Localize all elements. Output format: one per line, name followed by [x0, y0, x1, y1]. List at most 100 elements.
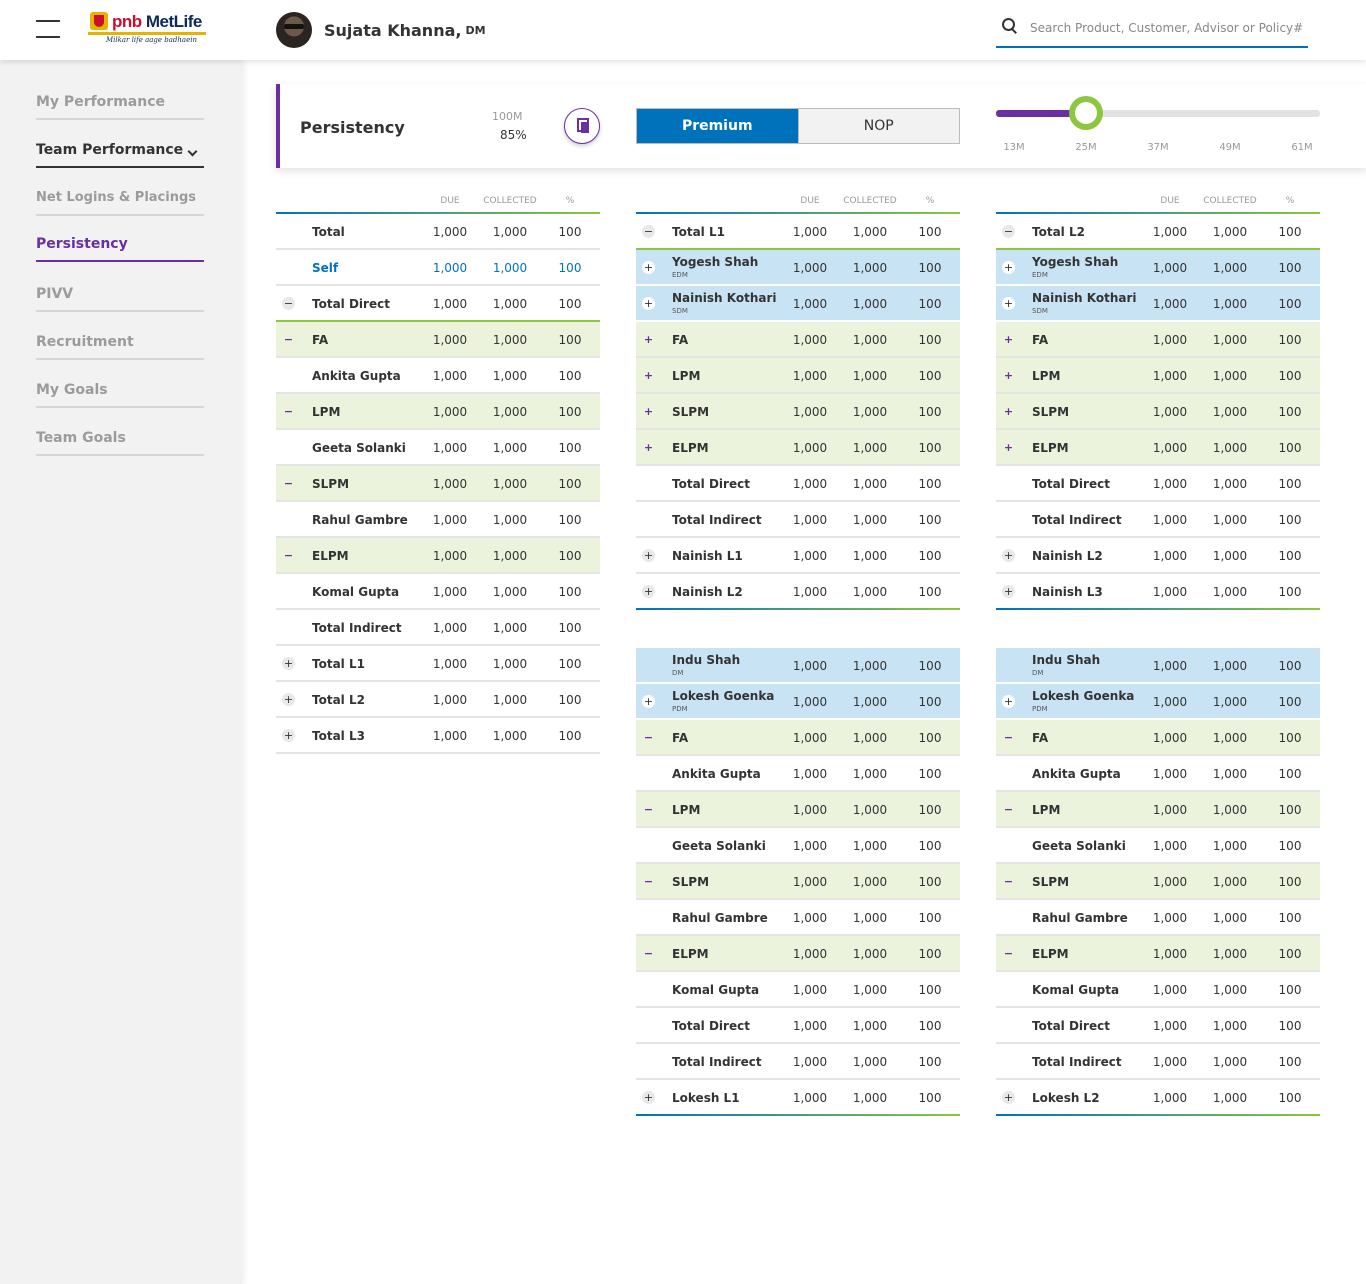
expand-icon[interactable]: +	[642, 549, 655, 562]
expand-icon[interactable]: +	[642, 297, 655, 310]
table-row[interactable]: − SLPM 1,000 1,000 100	[636, 864, 960, 900]
collapse-icon[interactable]: −	[643, 947, 654, 960]
table-row[interactable]: − SLPM 1,000 1,000 100	[996, 864, 1320, 900]
expand-icon[interactable]: +	[1003, 333, 1014, 346]
column-header-due[interactable]: DUE	[440, 196, 460, 206]
search-icon[interactable]	[1002, 18, 1016, 32]
table-row[interactable]: − LPM 1,000 1,000 100	[996, 792, 1320, 828]
table-row[interactable]: Geeta Solanki 1,000 1,000 100	[276, 430, 600, 466]
table-row[interactable]: + ELPM 1,000 1,000 100	[996, 430, 1320, 466]
expand-icon[interactable]: +	[1003, 441, 1014, 454]
column-header-col[interactable]: COLLECTED	[1203, 196, 1257, 206]
table-row[interactable]: − Total Direct 1,000 1,000 100	[276, 286, 600, 322]
table-row[interactable]: − ELPM 1,000 1,000 100	[636, 936, 960, 972]
collapse-icon[interactable]: −	[283, 549, 294, 562]
table-row[interactable]: − LPM 1,000 1,000 100	[636, 792, 960, 828]
table-row[interactable]: − Total L2 1,000 1,000 100	[996, 214, 1320, 250]
table-row[interactable]: − LPM 1,000 1,000 100	[276, 394, 600, 430]
collapse-icon[interactable]: −	[1003, 731, 1014, 744]
table-row[interactable]: Ankita Gupta 1,000 1,000 100	[636, 756, 960, 792]
collapse-icon[interactable]: −	[283, 333, 294, 346]
column-header-col[interactable]: COLLECTED	[843, 196, 897, 206]
table-row[interactable]: + Nainish L3 1,000 1,000 100	[996, 574, 1320, 610]
sidebar-item-my-goals[interactable]: My Goals	[36, 378, 204, 408]
collapse-icon[interactable]: −	[282, 297, 295, 310]
copy-button[interactable]	[564, 108, 600, 144]
table-row[interactable]: − FA 1,000 1,000 100	[636, 720, 960, 756]
table-row[interactable]: Self 1,000 1,000 100	[276, 250, 600, 286]
table-row[interactable]: + ELPM 1,000 1,000 100	[636, 430, 960, 466]
table-row[interactable]: + Yogesh Shah EDM 1,000 1,000 100	[636, 250, 960, 286]
expand-icon[interactable]: +	[643, 405, 654, 418]
table-row[interactable]: Total 1,000 1,000 100	[276, 214, 600, 250]
sidebar-item-team-goals[interactable]: Team Goals	[36, 426, 204, 456]
table-row[interactable]: + SLPM 1,000 1,000 100	[996, 394, 1320, 430]
expand-icon[interactable]: +	[1002, 297, 1015, 310]
table-row[interactable]: + Nainish L2 1,000 1,000 100	[636, 574, 960, 610]
expand-icon[interactable]: +	[282, 729, 295, 742]
table-row[interactable]: Geeta Solanki 1,000 1,000 100	[996, 828, 1320, 864]
collapse-icon[interactable]: −	[1003, 875, 1014, 888]
expand-icon[interactable]: +	[282, 657, 295, 670]
table-row[interactable]: − FA 1,000 1,000 100	[276, 322, 600, 358]
table-row[interactable]: + Lokesh L2 1,000 1,000 100	[996, 1080, 1320, 1116]
sidebar-item-team-performance[interactable]: Team Performance	[36, 138, 204, 168]
expand-icon[interactable]: +	[1003, 369, 1014, 382]
column-header-due[interactable]: DUE	[800, 196, 820, 206]
table-row[interactable]: + Lokesh L1 1,000 1,000 100	[636, 1080, 960, 1116]
collapse-icon[interactable]: −	[643, 731, 654, 744]
collapse-icon[interactable]: −	[283, 405, 294, 418]
month-slider[interactable]: 13M 25M 37M 49M 61M	[996, 96, 1320, 156]
table-row[interactable]: + LPM 1,000 1,000 100	[996, 358, 1320, 394]
table-row[interactable]: + SLPM 1,000 1,000 100	[636, 394, 960, 430]
user-profile[interactable]: Sujata Khanna, DM	[276, 12, 486, 48]
sidebar-item-persistency[interactable]: Persistency	[36, 232, 204, 262]
sidebar-item-recruitment[interactable]: Recruitment	[36, 330, 204, 360]
column-header-due[interactable]: DUE	[1160, 196, 1180, 206]
table-row[interactable]: Rahul Gambre 1,000 1,000 100	[636, 900, 960, 936]
table-row[interactable]: + Nainish Kothari SDM 1,000 1,000 100	[636, 286, 960, 322]
table-row[interactable]: + Total L2 1,000 1,000 100	[276, 682, 600, 718]
expand-icon[interactable]: +	[643, 441, 654, 454]
table-row[interactable]: Komal Gupta 1,000 1,000 100	[636, 972, 960, 1008]
table-row[interactable]: + Lokesh Goenka PDM 1,000 1,000 100	[636, 684, 960, 720]
sidebar-item-pivv[interactable]: PIVV	[36, 282, 204, 312]
collapse-icon[interactable]: −	[642, 225, 655, 238]
table-row[interactable]: Indu Shah DM 1,000 1,000 100	[636, 648, 960, 684]
expand-icon[interactable]: +	[1002, 1091, 1015, 1104]
table-row[interactable]: + Total L3 1,000 1,000 100	[276, 718, 600, 754]
search-input[interactable]	[1030, 16, 1306, 40]
column-header-pct[interactable]: %	[1285, 196, 1295, 206]
table-row[interactable]: + FA 1,000 1,000 100	[636, 322, 960, 358]
expand-icon[interactable]: +	[1002, 695, 1015, 708]
table-row[interactable]: Geeta Solanki 1,000 1,000 100	[636, 828, 960, 864]
collapse-icon[interactable]: −	[643, 875, 654, 888]
collapse-icon[interactable]: −	[1002, 225, 1015, 238]
expand-icon[interactable]: +	[1002, 261, 1015, 274]
expand-icon[interactable]: +	[643, 333, 654, 346]
expand-icon[interactable]: +	[1002, 585, 1015, 598]
expand-icon[interactable]: +	[643, 369, 654, 382]
table-row[interactable]: − FA 1,000 1,000 100	[996, 720, 1320, 756]
table-row[interactable]: + Yogesh Shah EDM 1,000 1,000 100	[996, 250, 1320, 286]
column-header-pct[interactable]: %	[565, 196, 575, 206]
table-row[interactable]: Total Indirect 1,000 1,000 100	[996, 1044, 1320, 1080]
table-row[interactable]: + FA 1,000 1,000 100	[996, 322, 1320, 358]
table-row[interactable]: − ELPM 1,000 1,000 100	[276, 538, 600, 574]
table-row[interactable]: Total Indirect 1,000 1,000 100	[636, 502, 960, 538]
table-row[interactable]: + LPM 1,000 1,000 100	[636, 358, 960, 394]
premium-toggle-button[interactable]: Premium	[637, 109, 798, 143]
table-row[interactable]: Total Indirect 1,000 1,000 100	[636, 1044, 960, 1080]
pnb-metlife-logo[interactable]: pnb MetLife Milkar life aage badhaein	[88, 10, 208, 50]
table-row[interactable]: Komal Gupta 1,000 1,000 100	[276, 574, 600, 610]
table-row[interactable]: Total Direct 1,000 1,000 100	[996, 466, 1320, 502]
expand-icon[interactable]: +	[1003, 405, 1014, 418]
avatar[interactable]	[276, 12, 312, 48]
table-row[interactable]: − SLPM 1,000 1,000 100	[276, 466, 600, 502]
column-header-col[interactable]: COLLECTED	[483, 196, 537, 206]
table-row[interactable]: Ankita Gupta 1,000 1,000 100	[276, 358, 600, 394]
collapse-icon[interactable]: −	[283, 477, 294, 490]
table-row[interactable]: Ankita Gupta 1,000 1,000 100	[996, 756, 1320, 792]
expand-icon[interactable]: +	[642, 261, 655, 274]
table-row[interactable]: + Total L1 1,000 1,000 100	[276, 646, 600, 682]
